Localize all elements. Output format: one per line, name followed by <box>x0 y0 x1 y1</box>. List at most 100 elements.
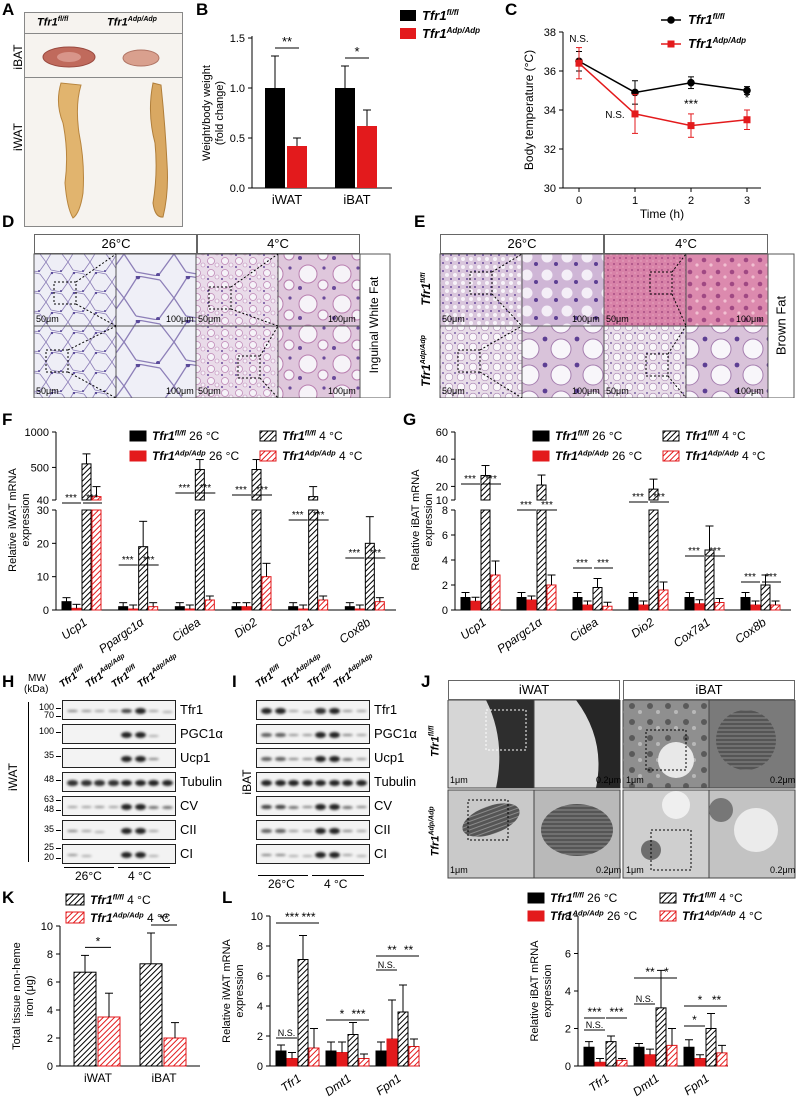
legend-swatch-1 <box>532 450 550 462</box>
mw-tick <box>56 732 61 733</box>
band <box>148 734 159 737</box>
band <box>121 828 132 834</box>
panel-d-images <box>33 253 391 398</box>
panel-label-c: C <box>505 0 518 19</box>
band <box>161 710 173 713</box>
band <box>67 829 78 833</box>
band <box>342 805 353 809</box>
sig-2-Dio2: *** <box>653 492 665 503</box>
tick-label: 4 <box>257 1001 263 1013</box>
band <box>355 854 367 857</box>
sig-1-Cox8b: *** <box>348 548 360 559</box>
bar-Tfr1-2 <box>297 959 309 1067</box>
sig-label: *** <box>285 910 299 924</box>
band <box>342 710 353 713</box>
panel-a-geno1: Tfr1fl/fl <box>37 16 69 29</box>
tick-label: 2 <box>442 580 448 592</box>
x-tick-iWAT: iWAT <box>272 192 302 207</box>
band <box>80 830 92 833</box>
bar-Ppargc1α-0 <box>516 597 527 611</box>
tick-label: 4 <box>47 1005 53 1017</box>
band <box>315 708 326 714</box>
band <box>94 780 105 786</box>
bar-Dmt1-0 <box>633 1046 645 1067</box>
panel-label-h: H <box>2 672 15 691</box>
bar-Tfr1-3 <box>308 1047 320 1067</box>
band <box>301 757 313 761</box>
bar-Cidea-0 <box>572 597 583 611</box>
panel-a-divider <box>25 77 182 78</box>
bar-Ucp1-1 <box>470 600 481 611</box>
panel-i-blots: Tfr1 PGC1α Ucp1 Tubulin CV CII CI <box>256 700 426 870</box>
panel-j-col-iwat: iWAT <box>448 680 620 700</box>
panel-label-l: L <box>222 888 233 907</box>
protein-label-CV: CV <box>374 798 393 813</box>
sig-label: * <box>698 993 703 1007</box>
x-tick-Dmt1: Dmt1 <box>630 1071 662 1099</box>
panel-h-blots: Tfr1 PGC1α Ucp1 Tubulin CV CII CI 100 70 100 35 48 6… <box>39 700 232 870</box>
bar-Cidea-3 <box>602 605 613 611</box>
tick-label: 1.5 <box>230 33 245 45</box>
bar-Cidea-0 <box>174 606 185 611</box>
band <box>288 757 299 761</box>
point <box>743 86 751 95</box>
bar-Dmt1-3 <box>666 1044 678 1067</box>
legend-swatch-0 <box>129 430 147 442</box>
band <box>288 710 299 713</box>
band <box>301 734 313 737</box>
mw-marker: 63 <box>43 794 54 804</box>
tick-label: 38 <box>544 27 556 39</box>
bar-Tfr1-0 <box>583 1046 595 1067</box>
mw-tick <box>56 830 61 831</box>
bar-Cidea-2 <box>194 509 205 611</box>
sig-label: *** <box>351 1007 365 1021</box>
band <box>261 829 272 833</box>
bar-iWAT-1 <box>97 1016 121 1067</box>
band <box>355 734 367 737</box>
band <box>67 854 78 857</box>
bar-Cox8b-3 <box>770 604 781 611</box>
bar-Dio2-3 <box>261 576 272 611</box>
series-line-0 <box>578 60 748 94</box>
band <box>261 733 272 737</box>
mw-marker: 20 <box>43 852 54 862</box>
x-tick-Tfr1: Tfr1 <box>278 1071 304 1095</box>
bar-Cox7a1-2 <box>704 549 715 611</box>
panel-label-a: A <box>2 0 15 19</box>
bar-Fpn1-2 <box>705 1028 717 1067</box>
tick-label: 2 <box>565 1024 571 1036</box>
tick-label: 60 <box>436 427 448 439</box>
sig-1-Cidea: *** <box>178 483 190 494</box>
bar-Ucp1-1 <box>71 607 82 611</box>
panel-e-scale-8: 100μm <box>736 386 764 396</box>
x-tick-iWAT: iWAT <box>84 1071 113 1085</box>
legend-label-0: Tfr1fl/fl <box>688 12 725 27</box>
sig-t0: N.S. <box>569 34 588 45</box>
band <box>161 805 173 809</box>
sig-2-Cidea: *** <box>199 483 211 494</box>
x-tick-Cidea: Cidea <box>567 615 601 645</box>
panel-i-temp-4: 4 °C <box>324 877 348 891</box>
legend-swatch-1 <box>527 910 545 922</box>
legend-marker-0 <box>667 16 675 24</box>
sig-label: N.S. <box>636 994 654 1004</box>
blot-Tubulin <box>256 772 370 792</box>
panel-d-side-label: Inguinal White Fat <box>367 276 381 374</box>
sig-t2: *** <box>684 97 698 111</box>
point <box>687 78 695 87</box>
blot-CII <box>256 820 370 840</box>
panel-e-histology: 26°C 4°C 50μm 100μm 50μm 100μm 50μm 100μ… <box>420 232 796 398</box>
panel-e-scale-1: 50μm <box>442 314 465 324</box>
tick-label: 6 <box>47 977 53 989</box>
panel-h-temp-line-1 <box>64 867 114 868</box>
tick-label: 30 <box>37 505 49 517</box>
bar-Fpn1-0 <box>375 1050 387 1067</box>
panel-a-header: Tfr1fl/fl Tfr1Adp/Adp <box>25 13 182 34</box>
panel-h-temp-4: 4 °C <box>128 869 152 883</box>
band <box>80 710 92 713</box>
bar-Tfr1-1 <box>594 1061 606 1067</box>
band <box>301 710 313 713</box>
bar-Ucp1-0 <box>460 597 471 611</box>
sig-1-Dio2: *** <box>235 485 247 496</box>
bar-Ppargc1α-2 <box>536 509 547 611</box>
